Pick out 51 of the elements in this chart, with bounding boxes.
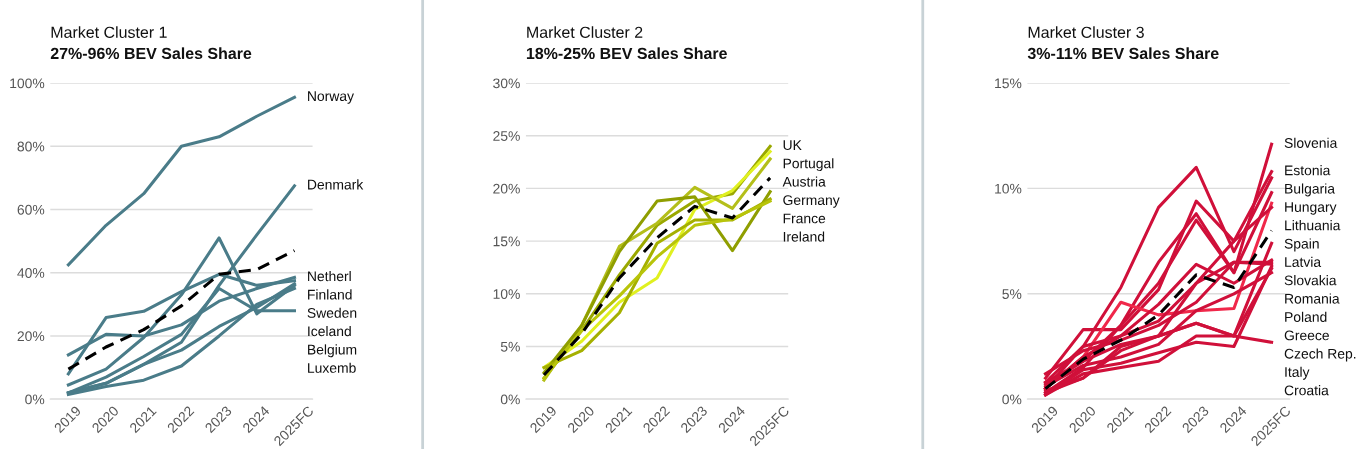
series-label: Slovakia xyxy=(1284,275,1337,286)
y-tick-label: 10% xyxy=(995,183,1022,194)
text: Italy xyxy=(1285,366,1310,380)
y-tick-label: 30% xyxy=(493,78,520,89)
series-label: Finland xyxy=(308,289,352,300)
series-label: Austria xyxy=(782,176,826,187)
series-label: Portugal xyxy=(783,158,834,172)
chart-subtitle: 27%-96% BEV Sales Share xyxy=(50,47,252,60)
series-label: Norway xyxy=(308,91,354,104)
text: Belgium xyxy=(308,344,357,358)
chart-subtitle: 18%-25% BEV Sales Share xyxy=(526,47,727,60)
chart-title: Market Cluster 3 xyxy=(1028,26,1144,38)
series-label: Lithuania xyxy=(1285,220,1341,231)
y-tick-label: 100% xyxy=(10,78,45,89)
text: Croatia xyxy=(1284,385,1329,396)
series-label: UK xyxy=(783,140,802,151)
y-tick-label: 0% xyxy=(25,394,45,405)
y-tick-label: 20% xyxy=(17,331,45,342)
series-label: Latvia xyxy=(1285,256,1322,267)
y-tick-label: 80% xyxy=(17,141,45,152)
text: Luxemb xyxy=(308,362,356,373)
y-tick-label: 10% xyxy=(493,289,520,299)
series-label: Denmark xyxy=(308,179,364,190)
series-label: Bulgaria xyxy=(1285,183,1335,197)
series-label: Germany xyxy=(783,195,840,208)
text: Ireland xyxy=(783,231,825,242)
series-label: Netherl xyxy=(308,270,351,282)
chart-title: Market Cluster 1 xyxy=(51,26,167,38)
y-tick-label: 15% xyxy=(995,78,1022,89)
y-tick-label: 5% xyxy=(500,341,520,352)
y-tick-label: 0% xyxy=(1002,394,1022,405)
text: Spain xyxy=(1284,238,1319,252)
text: Poland xyxy=(1285,311,1327,322)
series-label: Hungary xyxy=(1285,202,1337,215)
series-label: Sweden xyxy=(307,307,357,318)
text: Romania xyxy=(1285,293,1340,304)
y-tick-label: 60% xyxy=(17,204,45,215)
series-label: Slovenia xyxy=(1284,137,1338,148)
y-tick-label: 15% xyxy=(493,236,520,247)
chart-subtitle: 3%-11% BEV Sales Share xyxy=(1027,47,1219,60)
y-tick-label: 5% xyxy=(1002,289,1022,299)
y-tick-label: 20% xyxy=(493,183,520,194)
y-tick-label: 40% xyxy=(17,268,45,278)
y-tick-label: 0% xyxy=(500,394,520,405)
text: Czech Rep. xyxy=(1284,348,1356,362)
series-label: Estonia xyxy=(1285,165,1331,176)
text: Iceland xyxy=(308,325,351,337)
series-label: France xyxy=(783,213,826,224)
text: Greece xyxy=(1284,330,1329,341)
y-tick-label: 25% xyxy=(493,131,520,141)
chart-title: Market Cluster 2 xyxy=(527,26,643,38)
